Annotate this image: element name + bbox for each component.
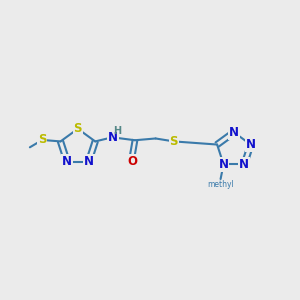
- Text: methyl: methyl: [207, 180, 234, 189]
- Text: O: O: [127, 155, 137, 168]
- Text: N: N: [239, 158, 249, 171]
- Text: N: N: [62, 155, 72, 168]
- Text: S: S: [169, 135, 178, 148]
- Text: N: N: [84, 155, 94, 168]
- Text: S: S: [38, 134, 46, 146]
- Text: N: N: [229, 126, 239, 139]
- Text: N: N: [246, 138, 256, 151]
- Text: N: N: [218, 158, 229, 171]
- Text: H: H: [113, 126, 121, 136]
- Text: S: S: [74, 122, 82, 135]
- Text: N: N: [108, 131, 118, 144]
